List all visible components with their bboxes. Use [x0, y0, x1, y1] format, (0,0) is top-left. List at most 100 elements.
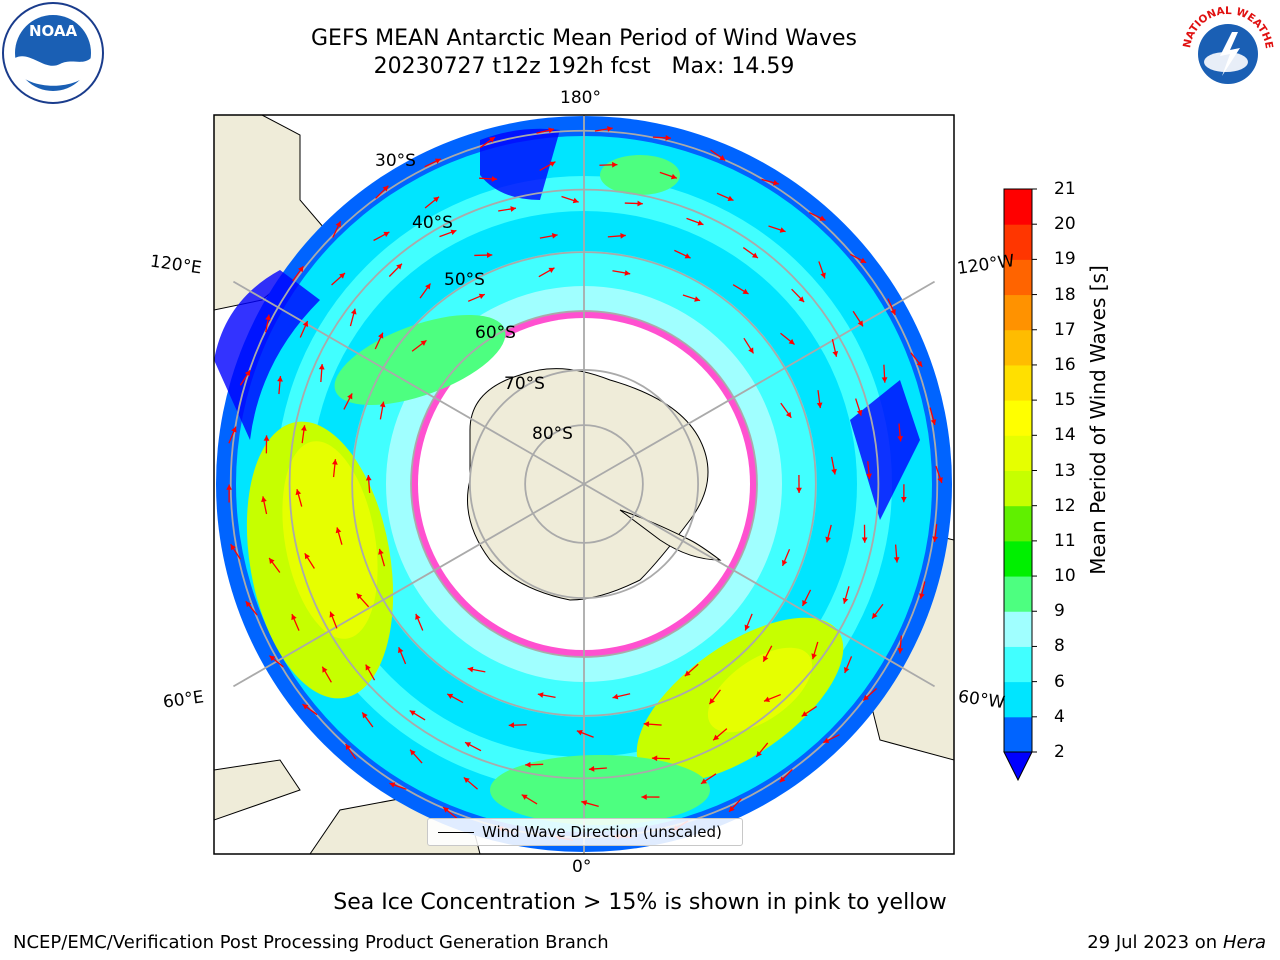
wave-direction-arrowhead [463, 777, 470, 784]
wave-direction-arrowhead [842, 597, 849, 604]
wave-direction-arrowhead [230, 544, 236, 551]
wave-direction-arrowhead [572, 197, 579, 204]
colorbar-segment [1004, 400, 1032, 436]
colorbar-tick-label: 11 [1054, 530, 1076, 551]
wave-direction-arrowhead [819, 215, 826, 221]
wave-direction-arrowhead [549, 161, 556, 167]
colorbar-segment [1004, 716, 1032, 753]
wave-direction-arrowhead [684, 253, 691, 259]
wave-direction-arrowhead [751, 252, 758, 259]
wave-direction-arrowhead [415, 613, 421, 620]
madagascar-land [214, 759, 301, 821]
colorbar-under-extension [1003, 751, 1033, 782]
wave-direction-arrowhead [897, 435, 904, 442]
wave-direction-arrowhead [551, 232, 558, 239]
wave-direction-arrowhead [332, 459, 338, 465]
wave-direction-arrowhead [339, 273, 345, 279]
wave-direction-arrowhead [581, 800, 588, 806]
wave-direction-arrowhead [729, 805, 735, 812]
wave-direction-arrowhead [881, 377, 888, 383]
wave-direction-arrowhead [302, 321, 309, 327]
colorbar-segment [1004, 259, 1032, 296]
wave-direction-arrowhead [345, 744, 351, 751]
wave-direction-arrowhead [443, 807, 450, 813]
wave-direction-arrowhead [670, 173, 677, 180]
low-period-zone [480, 128, 560, 200]
wave-direction-arrowhead [816, 402, 823, 409]
wave-direction-arrowhead [478, 293, 485, 300]
wave-direction-arrowhead [607, 126, 613, 132]
colorbar-tick-label: 15 [1054, 390, 1076, 411]
lat-label-80s: 80°S [532, 424, 573, 444]
wave-direction-arrowhead [298, 266, 304, 273]
wave-direction-arrowhead [796, 487, 802, 493]
colorbar-tick-label: 2 [1054, 742, 1065, 762]
colorbar-tick-label: 21 [1054, 179, 1076, 199]
colorbar-tick-label: 6 [1054, 671, 1065, 692]
wave-direction-arrowhead [304, 553, 311, 560]
footer-date: 29 Jul 2023 on Hera [1087, 932, 1266, 953]
wave-direction-arrowhead [694, 296, 701, 302]
wave-direction-arrowhead [396, 263, 402, 270]
colorbar-tick-label: 18 [1054, 284, 1076, 305]
wave-direction-arrowhead [612, 693, 619, 700]
wave-direction-arrowhead [785, 411, 792, 418]
wave-direction-arrowhead [356, 593, 363, 600]
antarctica-land [467, 368, 709, 601]
wave-direction-arrowhead [350, 308, 357, 315]
wave-direction-arrowhead [700, 778, 707, 784]
wave-direction-arrowhead [798, 296, 805, 303]
wave-direction-arrowhead [727, 195, 734, 201]
wave-direction-arrowhead [930, 419, 937, 425]
wave-direction-arrowhead [269, 655, 276, 662]
wave-direction-arrowhead [763, 655, 769, 662]
wave-direction-arrowhead [893, 557, 900, 563]
wave-direction-arrowhead [378, 332, 384, 339]
wave-direction-arrowhead [651, 755, 658, 762]
wave-direction-arrowhead [447, 693, 454, 699]
wave-direction-arrowhead [489, 137, 495, 143]
wave-direction-arrowhead [486, 252, 493, 258]
wave-direction-arrowhead [378, 548, 384, 555]
wave-direction-arrowhead [277, 376, 283, 382]
wave-direction-arrowhead [379, 401, 386, 408]
wave-direction-arrowhead [897, 648, 904, 654]
colorbar-tick-label: 13 [1054, 460, 1076, 481]
wave-direction-arrowhead [322, 666, 328, 673]
wave-direction-arrowhead [801, 711, 808, 717]
colorbar-tick-label: 10 [1054, 566, 1076, 587]
wave-direction-arrowhead [932, 536, 938, 542]
plot-title: GEFS MEAN Antarctic Mean Period of Wind … [311, 26, 857, 51]
wave-direction-arrowhead [779, 227, 786, 233]
wave-direction-arrowhead [295, 489, 302, 496]
lat-label-60s: 60°S [475, 323, 516, 343]
lat-label-70s: 70°S [504, 374, 545, 394]
wave-direction-arrowhead [269, 558, 275, 564]
wave-direction-arrowhead [383, 231, 390, 237]
wave-direction-arrowhead [872, 612, 878, 619]
colorbar-segment [1004, 540, 1032, 577]
low-period-zone [214, 270, 320, 440]
wave-direction-arrowhead [261, 496, 267, 503]
wave-direction-arrowhead [244, 370, 251, 377]
legend-label: Wind Wave Direction (unscaled) [482, 823, 722, 841]
wave-direction-arrowhead [329, 611, 335, 618]
wave-direction-arrowhead [860, 257, 867, 263]
wave-direction-arrowhead [398, 647, 404, 654]
wave-direction-arrowhead [389, 782, 396, 788]
nws-logo: NATIONAL WEATHER SERVICE [1176, 0, 1277, 101]
wave-direction-arrowhead [823, 737, 830, 743]
wave-direction-arrowhead [665, 135, 671, 141]
wave-direction-arrowhead [856, 409, 863, 416]
wave-direction-arrowhead [825, 536, 831, 543]
wave-direction-arrowhead [302, 704, 309, 710]
colorbar-tick-label: 19 [1054, 249, 1076, 270]
wave-direction-arrowhead [420, 340, 427, 346]
colorbar-tick-label: 8 [1054, 636, 1065, 657]
lat-label-30s: 30°S [375, 151, 416, 171]
wave-direction-arrowhead [756, 750, 762, 757]
colorbar-tick-label: 9 [1054, 601, 1065, 622]
lat-label-50s: 50°S [444, 270, 485, 290]
plot-subtitle: 20230727 t12z 192h fcst Max: 14.59 [373, 54, 795, 79]
sea-ice-caption: Sea Ice Concentration > 15% is shown in … [333, 890, 947, 915]
